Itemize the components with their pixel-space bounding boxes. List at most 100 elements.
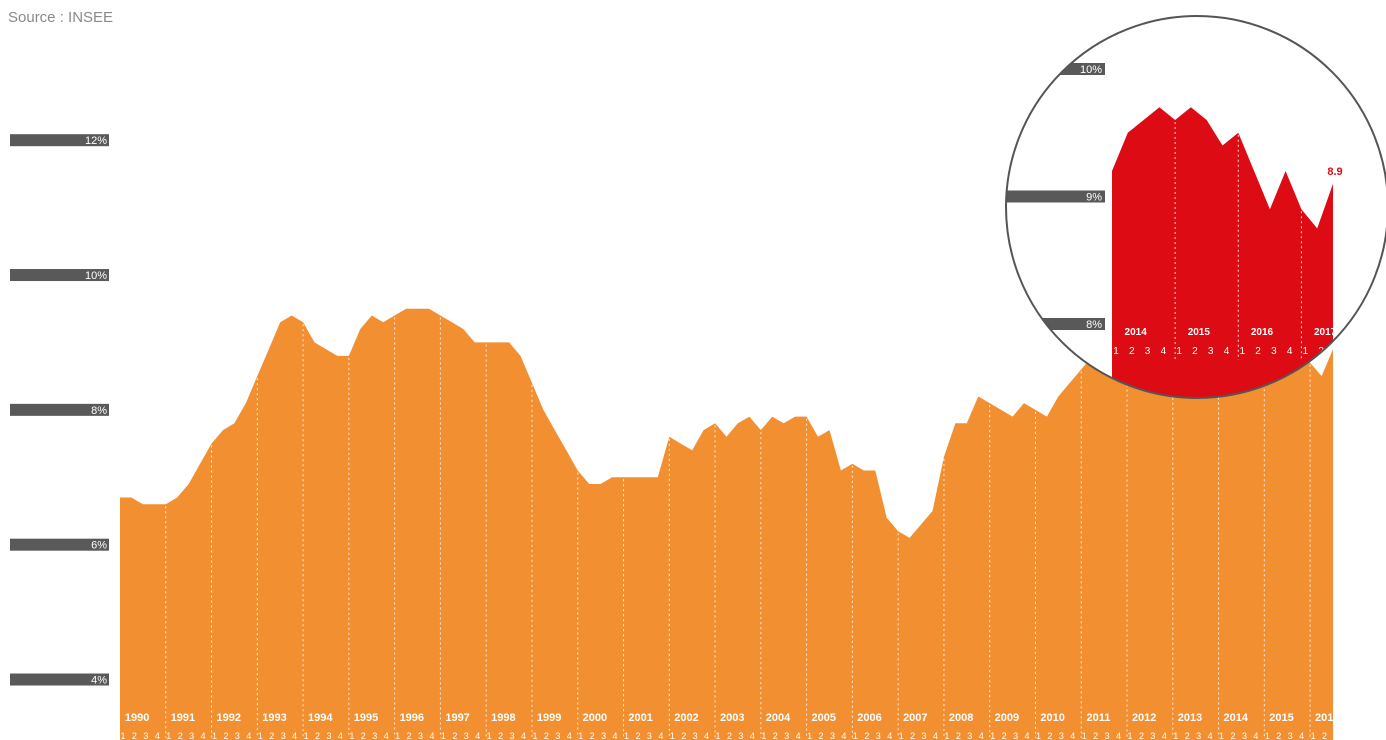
x-quarter-label: 1 xyxy=(1082,731,1087,740)
x-quarter-label: 3 xyxy=(647,731,652,740)
x-quarter-label: 1 xyxy=(578,731,583,740)
x-year-label: 1993 xyxy=(262,712,286,724)
zoom-year-label: 2014 xyxy=(1125,327,1148,338)
x-quarter-label: 2 xyxy=(635,731,640,740)
y-tick-bar xyxy=(10,403,109,416)
y-tick-label: 4% xyxy=(91,675,107,687)
x-year-label: 1990 xyxy=(125,712,149,724)
x-quarter-label: 4 xyxy=(292,731,297,740)
x-quarter-label: 2 xyxy=(269,731,274,740)
x-quarter-label: 4 xyxy=(155,731,160,740)
x-quarter-label: 2 xyxy=(223,731,228,740)
x-quarter-label: 1 xyxy=(487,731,492,740)
x-quarter-label: 4 xyxy=(613,731,618,740)
x-quarter-label: 1 xyxy=(1173,731,1178,740)
x-year-label: 1996 xyxy=(400,712,424,724)
y-tick-label: 10% xyxy=(85,270,107,282)
x-quarter-label: 1 xyxy=(1036,731,1041,740)
x-year-label: 2016 xyxy=(1315,712,1339,724)
last-value-label: 8.9 xyxy=(1327,166,1342,178)
x-quarter-label: 2 xyxy=(1322,731,1327,740)
x-quarter-label: 3 xyxy=(372,731,377,740)
quarter-dividers xyxy=(165,317,1311,738)
y-tick-bar xyxy=(10,538,109,551)
x-quarter-label: 4 xyxy=(979,731,984,740)
x-year-label: 2013 xyxy=(1178,712,1202,724)
x-quarter-label: 4 xyxy=(1299,731,1304,740)
x-quarter-label: 4 xyxy=(567,731,572,740)
zoom-circle-border xyxy=(1005,15,1386,399)
x-quarter-label: 4 xyxy=(887,731,892,740)
x-quarter-label: 2 xyxy=(1185,731,1190,740)
x-quarter-label: 4 xyxy=(750,731,755,740)
x-quarter-label: 1 xyxy=(441,731,446,740)
x-year-label: 2011 xyxy=(1086,712,1110,724)
y-tick-bar xyxy=(10,134,109,147)
x-quarter-label: 4 xyxy=(1162,731,1167,740)
x-quarter-label: 1 xyxy=(349,731,354,740)
x-year-label: 1992 xyxy=(216,712,240,724)
x-quarter-label: 2 xyxy=(315,731,320,740)
y-axis-tags: 4% 6% 8% 10% 12% xyxy=(10,134,109,687)
x-quarter-label: 3 xyxy=(235,731,240,740)
x-quarter-label: 4 xyxy=(1070,731,1075,740)
x-year-label: 1995 xyxy=(354,712,378,724)
y-tick-label: 8% xyxy=(91,405,107,417)
zoom-y-tick-label: 10% xyxy=(1080,64,1102,76)
zoom-quarter-label: 3 xyxy=(1208,346,1214,357)
x-quarter-label: 1 xyxy=(1128,731,1133,740)
zoom-quarter-label: 2 xyxy=(1129,346,1135,357)
x-year-label: 2005 xyxy=(812,712,836,724)
x-quarter-label: 1 xyxy=(258,731,263,740)
x-axis-labels: 1990 1991 1992 1993 1994 1995 1996 1997 1998 1999… xyxy=(120,712,1385,740)
x-quarter-label: 3 xyxy=(418,731,423,740)
zoom-quarter-label: 3 xyxy=(1271,346,1277,357)
x-quarter-label: 1 xyxy=(166,731,171,740)
x-quarter-label: 3 xyxy=(1059,731,1064,740)
x-year-label: 2010 xyxy=(1040,712,1064,724)
x-quarter-label: 3 xyxy=(1242,731,1247,740)
x-quarter-label: 4 xyxy=(475,731,480,740)
x-quarter-label: 1 xyxy=(899,731,904,740)
x-quarter-label: 3 xyxy=(738,731,743,740)
x-quarter-label: 2 xyxy=(1276,731,1281,740)
x-year-label: 1998 xyxy=(491,712,515,724)
x-quarter-label: 1 xyxy=(944,731,949,740)
x-quarter-label: 3 xyxy=(189,731,194,740)
x-year-label: 2007 xyxy=(903,712,927,724)
x-year-label: 2001 xyxy=(628,712,652,724)
x-quarter-label: 3 xyxy=(464,731,469,740)
x-quarter-label: 2 xyxy=(498,731,503,740)
x-quarter-label: 1 xyxy=(212,731,217,740)
x-quarter-label: 3 xyxy=(1013,731,1018,740)
x-quarter-label: 2 xyxy=(1139,731,1144,740)
x-quarter-label: 3 xyxy=(876,731,881,740)
x-quarter-label: 4 xyxy=(796,731,801,740)
x-quarter-label: 2 xyxy=(1093,731,1098,740)
x-quarter-label: 2 xyxy=(361,731,366,740)
x-quarter-label: 2 xyxy=(956,731,961,740)
zoom-quarter-label: 3 xyxy=(1145,346,1151,357)
x-quarter-label: 1 xyxy=(120,731,125,740)
zoom-quarter-label: 2 xyxy=(1192,346,1198,357)
x-quarter-label: 2 xyxy=(178,731,183,740)
x-quarter-label: 1 xyxy=(304,731,309,740)
zoom-area-series xyxy=(1112,107,1333,398)
x-year-label: 2006 xyxy=(857,712,881,724)
x-quarter-label: 1 xyxy=(716,731,721,740)
x-quarter-label: 3 xyxy=(922,731,927,740)
x-quarter-label: 2 xyxy=(727,731,732,740)
x-quarter-label: 2 xyxy=(773,731,778,740)
x-quarter-label: 1 xyxy=(532,731,537,740)
zoom-y-tick-label: 9% xyxy=(1086,192,1102,204)
x-quarter-label: 2 xyxy=(407,731,412,740)
zoom-quarter-label: 1 xyxy=(1240,346,1246,357)
x-quarter-label: 3 xyxy=(1288,731,1293,740)
source-note: Source : INSEE xyxy=(8,9,114,26)
x-quarter-label: 3 xyxy=(1105,731,1110,740)
x-quarter-label: 3 xyxy=(601,731,606,740)
x-quarter-label: 3 xyxy=(555,731,560,740)
x-quarter-label: 4 xyxy=(521,731,526,740)
